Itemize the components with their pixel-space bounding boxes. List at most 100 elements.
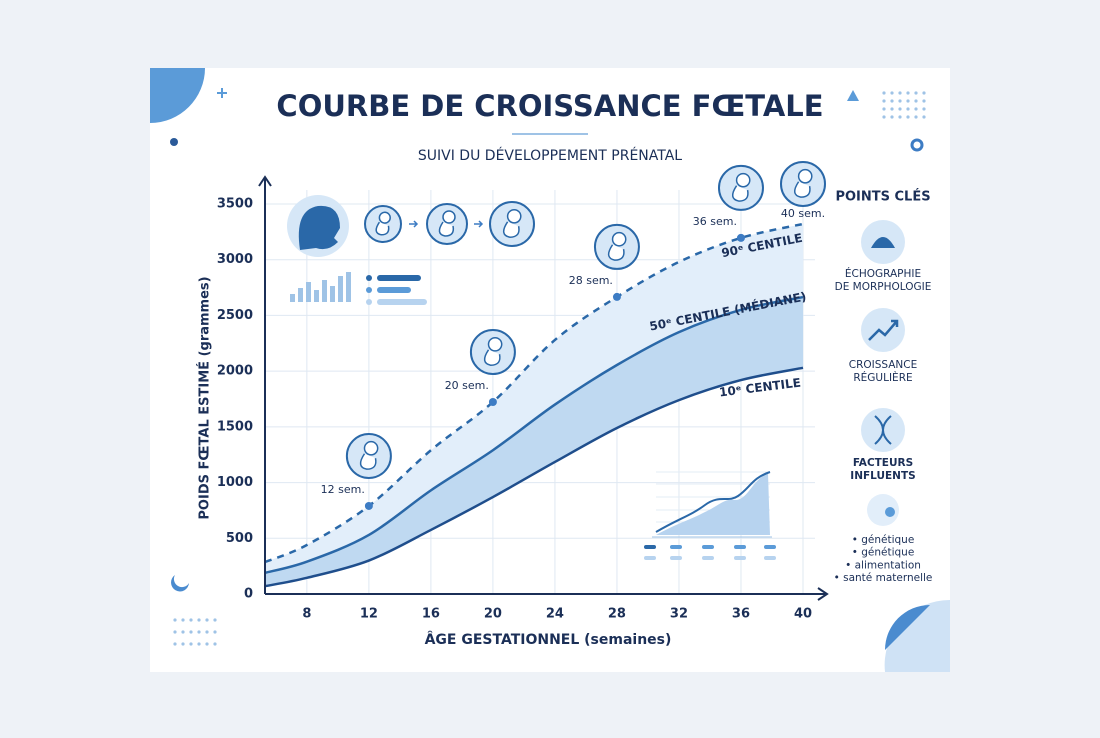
side-item-label: FACTEURS [853, 457, 913, 469]
dot-grid [197, 618, 201, 622]
dot-grid [898, 99, 902, 103]
mini-legend [764, 545, 776, 549]
side-bullet: • génétique [852, 547, 915, 559]
dot-grid [205, 630, 209, 634]
chart-title: COURBE DE CROISSANCE FŒTALE [276, 89, 823, 123]
mini-legend [670, 556, 682, 560]
milestone-label: 40 sem. [781, 207, 825, 220]
mini-line [377, 287, 411, 293]
side-item-label: DE MORPHOLOGIE [835, 281, 932, 293]
side-bullet: • alimentation [845, 559, 921, 571]
mini-bar [338, 276, 343, 302]
side-icon [868, 319, 899, 341]
dot-grid [205, 618, 209, 622]
corner-decoration [150, 68, 205, 123]
mini-dot [366, 299, 372, 305]
dot-grid [197, 642, 201, 646]
x-tick-label: 16 [422, 607, 440, 622]
side-icon [885, 507, 895, 517]
side-item-label: INFLUENTS [850, 470, 915, 482]
milestone-label: 36 sem. [693, 215, 737, 228]
dot-grid [173, 642, 177, 646]
side-item-label: ÉCHOGRAPHIE [845, 267, 921, 280]
corner-decoration [884, 599, 950, 672]
dot-grid [914, 115, 918, 119]
x-tick-label: 24 [546, 607, 564, 622]
side-title: POINTS CLÉS [835, 189, 930, 205]
x-tick-label: 32 [670, 607, 688, 622]
mini-bar [322, 280, 327, 302]
fetus-icon [797, 168, 813, 184]
y-tick-label: 2500 [217, 308, 253, 323]
dot-grid [914, 91, 918, 95]
y-tick-label: 500 [226, 531, 253, 546]
fetus-icon [442, 210, 456, 224]
mini-bar [330, 286, 335, 302]
fetus-icon [378, 211, 391, 224]
band [265, 223, 803, 587]
dot-grid [890, 115, 894, 119]
side-icon [867, 494, 899, 526]
dot-grid [906, 91, 910, 95]
x-tick-label: 12 [360, 607, 378, 622]
fetus-icon [731, 185, 749, 202]
dot-grid [205, 642, 209, 646]
mini-legend [670, 545, 682, 549]
mini-legend [644, 545, 656, 549]
fetus-icon [503, 221, 520, 238]
y-tick-label: 1000 [217, 475, 253, 490]
dot-grid [181, 618, 185, 622]
dot-grid [213, 630, 217, 634]
dot-grid [213, 642, 217, 646]
y-axis-arrow [258, 175, 272, 187]
fetus-icon [363, 440, 379, 456]
milestone-dot [488, 398, 497, 407]
side-item-label: RÉGULIÈRE [853, 371, 912, 384]
dot-decoration [170, 138, 178, 146]
fetus-icon [359, 453, 377, 470]
mini-bar [306, 282, 311, 302]
series-line [264, 366, 804, 588]
mini-bar [290, 294, 295, 302]
dot-grid [914, 107, 918, 111]
y-tick-label: 1500 [217, 419, 253, 434]
dot-grid [213, 618, 217, 622]
series-line [264, 295, 804, 575]
dot-grid [898, 107, 902, 111]
dot-grid [890, 107, 894, 111]
milestone-label: 28 sem. [569, 274, 613, 287]
fetus-icon [483, 349, 501, 366]
dot-grid [906, 99, 910, 103]
mini-legend [734, 545, 746, 549]
dot-grid [890, 99, 894, 103]
fetus-icon [438, 221, 455, 237]
milestone-label: 20 sem. [445, 379, 489, 392]
arrow-icon [409, 220, 419, 228]
dot-grid [197, 630, 201, 634]
dot-grid [906, 107, 910, 111]
dot-grid [181, 630, 185, 634]
side-item-label: CROISSANCE [849, 359, 918, 371]
mini-legend [734, 556, 746, 560]
ring-decoration [910, 138, 924, 152]
fetus-icon [794, 181, 811, 198]
dot-grid [922, 115, 926, 119]
mini-area [656, 473, 770, 535]
dot-grid [882, 99, 886, 103]
side-icon [861, 308, 905, 352]
dot-grid [882, 115, 886, 119]
fetus-icon [375, 221, 390, 236]
y-tick-label: 3500 [217, 197, 253, 212]
mother-icon [298, 205, 340, 250]
side-bullet: • génétique [852, 534, 915, 546]
plus-decoration [217, 88, 227, 98]
y-tick-label: 0 [244, 587, 253, 602]
dot-grid [922, 91, 926, 95]
x-axis-label: ÂGE GESTATIONNEL (semaines) [425, 631, 672, 648]
mini-legend [702, 556, 714, 560]
mini-bar [314, 290, 319, 302]
arrow-icon [474, 220, 484, 228]
y-tick-label: 2000 [217, 364, 253, 379]
x-tick-label: 20 [484, 607, 502, 622]
dot-grid [882, 91, 886, 95]
